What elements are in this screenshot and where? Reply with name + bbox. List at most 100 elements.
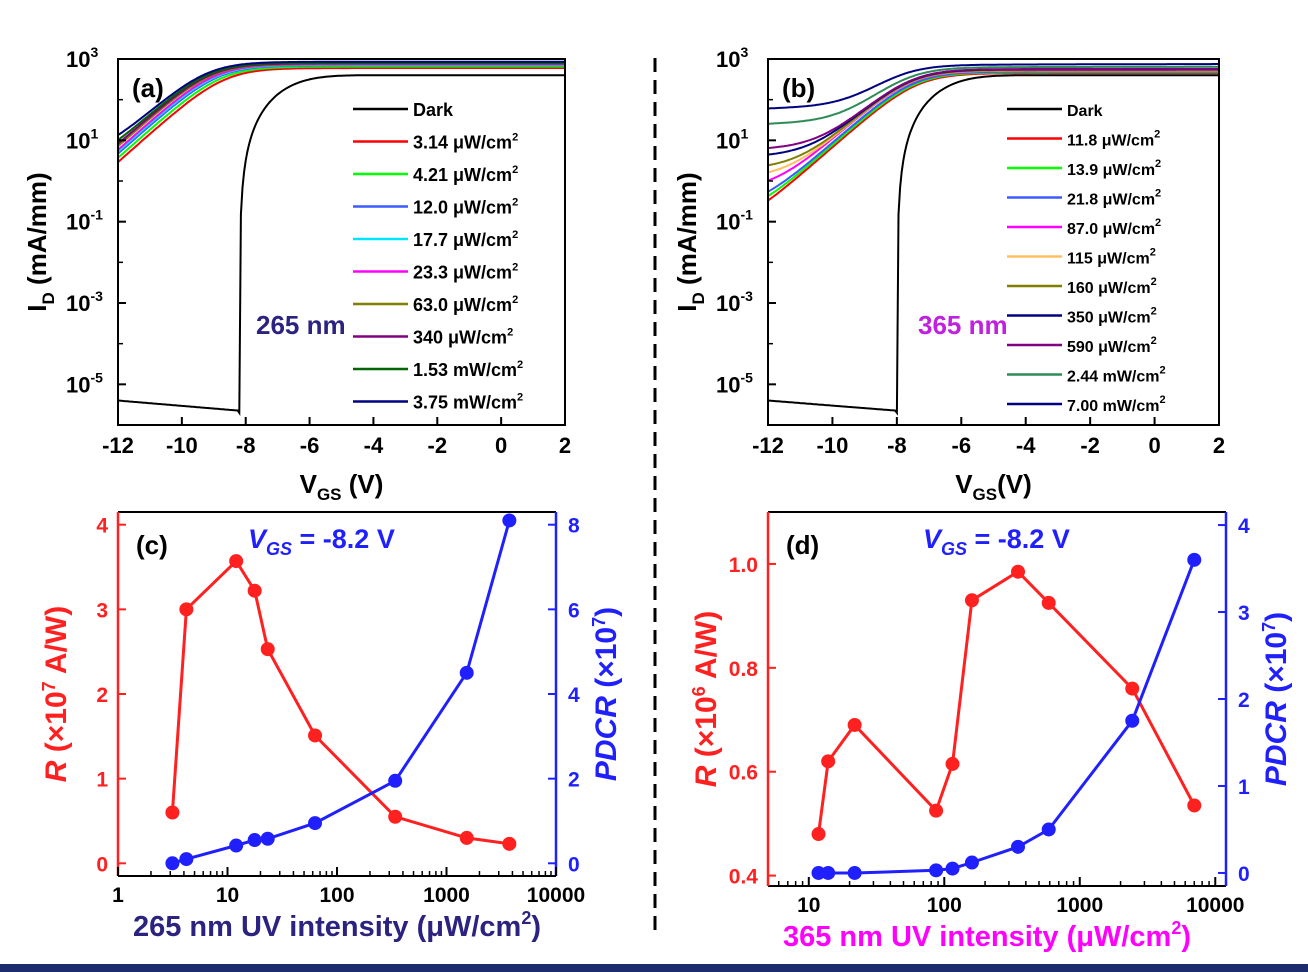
x-tick-label: -10	[166, 433, 198, 458]
y-axis-label-sub: D	[689, 292, 708, 304]
y-tick-exp: -5	[740, 369, 753, 385]
vgs-annotation-sub: GS	[941, 539, 967, 559]
x-axis-label-unit: (V)	[342, 469, 384, 499]
legend-entry: 350 μW/cm2	[1067, 306, 1157, 327]
legend-sup: 2	[512, 229, 518, 241]
legend-text: 590 μW/cm	[1067, 339, 1151, 356]
vgs-annotation-rest: = -8.2 V	[292, 524, 395, 554]
y-tick-label: 101	[716, 125, 748, 153]
y-tick-exp: -1	[90, 207, 103, 223]
y-axis-label-unit: (mA/mm)	[672, 172, 702, 292]
plot-frame	[767, 58, 1220, 426]
legend-entry: 7.00 mW/cm2	[1067, 394, 1166, 415]
y-axis-label-main: I	[672, 304, 702, 311]
series-line	[768, 63, 1219, 110]
y-axis-label: ID (mA/mm)	[672, 172, 708, 311]
x-axis-label-sup: 2	[521, 908, 531, 928]
legend-entry: 3.75 mW/cm2	[413, 392, 523, 413]
y-tick-base: 10	[716, 128, 740, 153]
x-axis-label-main: V	[300, 469, 318, 499]
x-axis-label-end: )	[531, 911, 541, 943]
x-tick-label: 2	[1213, 433, 1225, 458]
y-tick-exp: -3	[90, 288, 103, 304]
x-tick-label: -10	[817, 433, 849, 458]
legend-sup: 2	[1150, 247, 1156, 259]
data-point-pdcr	[847, 865, 862, 880]
legend-sup: 2	[1154, 129, 1160, 141]
legend-text: 160 μW/cm	[1067, 280, 1151, 297]
legend-entry: Dark	[413, 100, 454, 120]
right-y-tick-label: 4	[1238, 515, 1250, 538]
legend-text: 12.0 μW/cm	[413, 198, 512, 218]
x-tick-label: 100	[319, 884, 354, 907]
vgs-annotation-sub: GS	[266, 539, 292, 559]
series-line	[767, 69, 1219, 174]
legend-text: 13.9 μW/cm	[1067, 162, 1155, 179]
legend-text: 7.00 mW/cm	[1067, 398, 1159, 415]
legend-entry: 13.9 μW/cm2	[1067, 158, 1161, 179]
series-line	[767, 69, 1219, 167]
x-axis-label: VGS (V)	[300, 469, 384, 504]
data-point-pdcr	[247, 833, 262, 848]
y-tick-exp: -1	[740, 207, 753, 223]
wavelength-annotation: 265 nm	[256, 310, 346, 340]
legend-text: 3.14 μW/cm	[413, 133, 512, 153]
x-axis-label-text: 265 nm UV intensity (μW/cm	[133, 911, 521, 943]
right-axis-label-main: PDCR	[1260, 701, 1293, 786]
right-axis-label-text: (×10	[590, 627, 623, 696]
y-tick-base: 10	[716, 210, 740, 235]
y-tick-label: 103	[716, 44, 748, 72]
data-point-pdcr	[502, 513, 517, 528]
legend-entry: 63.0 μW/cm2	[413, 294, 518, 315]
legend-entry: 2.44 mW/cm2	[1067, 365, 1166, 386]
y-axis-label-main: I	[22, 304, 52, 311]
y-tick-label: 10-3	[716, 288, 753, 316]
data-point-r	[1125, 681, 1140, 696]
left-y-tick-label: 0.4	[729, 866, 759, 889]
legend-text: 4.21 μW/cm	[413, 165, 512, 185]
series-line	[117, 60, 565, 136]
legend-entry: 3.14 μW/cm2	[413, 132, 518, 153]
vgs-annotation: VGS = -8.2 V	[923, 524, 1070, 559]
left-y-tick-label: 2	[96, 684, 108, 707]
legend-text: 11.8 μW/cm	[1067, 133, 1154, 150]
x-tick-label: 10	[797, 894, 820, 917]
legend-text: 350 μW/cm	[1067, 310, 1151, 327]
right-y-tick-label: 8	[568, 515, 580, 538]
x-tick-label: -6	[952, 433, 972, 458]
legend-sup: 2	[512, 197, 518, 209]
x-tick-label: 10	[216, 884, 239, 907]
legend-text: 115 μW/cm	[1067, 251, 1150, 268]
legend-entry: 340 μW/cm2	[413, 327, 513, 348]
x-tick-label: 1000	[1056, 894, 1103, 917]
x-axis-label-sub: GS	[973, 485, 998, 504]
vgs-annotation-main: V	[923, 524, 943, 554]
bottom-bar	[0, 964, 1308, 972]
left-axis-label: R (×107 A/W)	[39, 606, 73, 782]
data-point-pdcr	[1187, 552, 1202, 567]
y-tick-base: 10	[716, 372, 740, 397]
data-point-pdcr	[964, 855, 979, 870]
legend-text: 23.3 μW/cm	[413, 263, 512, 283]
legend-sup: 2	[1159, 394, 1165, 406]
y-tick-label: 10-1	[66, 207, 103, 235]
data-point-r	[247, 583, 262, 598]
legend-entry: 1.53 mW/cm2	[413, 359, 523, 380]
x-tick-label: -2	[428, 433, 448, 458]
x-axis-label-text: 365 nm UV intensity (μW/cm	[783, 921, 1171, 953]
legend-text: 3.75 mW/cm	[413, 393, 517, 413]
data-point-r	[1011, 564, 1026, 579]
left-axis-label-main: R	[40, 760, 73, 782]
vgs-annotation-main: V	[248, 524, 268, 554]
legend-sup: 2	[512, 262, 518, 274]
x-tick-label: -4	[1016, 433, 1036, 458]
y-tick-base: 10	[66, 372, 90, 397]
x-tick-label: -6	[300, 433, 320, 458]
y-tick-label: 10-3	[66, 288, 103, 316]
legend-entry: 21.8 μW/cm2	[1067, 188, 1161, 209]
series-line-r	[170, 558, 510, 846]
x-axis-label-unit: (V)	[997, 469, 1032, 499]
wavelength-annotation: 365 nm	[918, 310, 1008, 340]
legend-text: 63.0 μW/cm	[413, 295, 512, 315]
y-tick-exp: 3	[90, 44, 98, 60]
